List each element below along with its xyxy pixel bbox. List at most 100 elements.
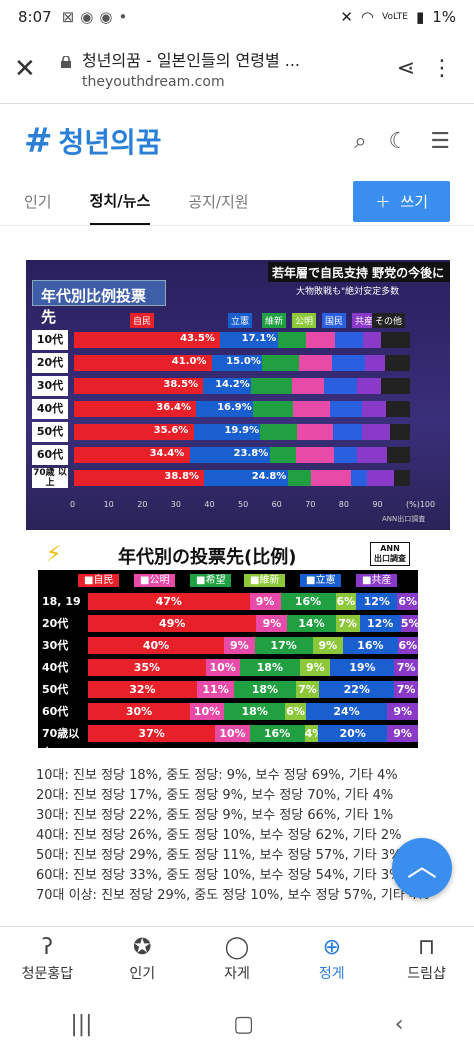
chart1-bar-other	[361, 401, 386, 417]
url-titles[interactable]: 청년의꿈 - 일본인들의 연령별 ... theyouthdream.com	[82, 47, 388, 90]
chart1-axis-tick: 90	[372, 500, 383, 509]
chart1-bar-ldp	[74, 424, 194, 440]
chart1-bar-ldp	[74, 401, 197, 417]
chart2-seg-共産: 9%	[387, 703, 418, 720]
chart2-row-label: 60代	[38, 702, 88, 721]
chart1-row-label: 60代	[32, 445, 68, 465]
summary-line: 20대: 진보 정당 17%, 중도 정당 9%, 보수 정당 70%, 기타 …	[36, 788, 394, 803]
bottom-nav-item[interactable]: ◯ 자게	[190, 927, 285, 996]
chart1-legend-5: 共産	[352, 313, 377, 328]
chart2-seg-共産: 5%	[400, 615, 418, 632]
chat-icon: ◯	[224, 935, 250, 960]
chart1-source: ANN出口調査	[382, 515, 426, 523]
chart1-value-ldp: 35.6%	[153, 425, 189, 436]
chart1-axis-tick: 10	[103, 500, 114, 509]
close-icon[interactable]: ✕	[14, 53, 36, 84]
chart2-seg-共産: 6%	[397, 637, 418, 654]
chart1-bar-other	[364, 355, 386, 371]
share-icon[interactable]: ⋖	[396, 56, 416, 81]
chart2-seg-自民: 37%	[88, 725, 216, 742]
chart1-bar-cdp	[189, 447, 270, 463]
chart1-axis-tick: 20	[137, 500, 148, 509]
search-icon[interactable]: ⌕	[354, 128, 367, 154]
chart1-bar-other	[296, 424, 334, 440]
chart1-row: 10代 43.5% 17.1%	[32, 330, 412, 350]
chart1-legend-6: その他	[372, 313, 406, 328]
summary-lines: 10대: 진보 정당 18%, 중도 정당: 9%, 보수 정당 69%, 기타…	[26, 766, 448, 906]
chrome-icon: ◉	[80, 8, 94, 26]
tab-politics-news[interactable]: 정치/뉴스	[89, 178, 151, 225]
logo-hash-icon: #	[24, 121, 53, 161]
bottom-nav-item[interactable]: ʔ 청문홍답	[0, 927, 95, 996]
chart1-bar-cdp	[204, 470, 288, 486]
chart2-row: 60代 30% 10% 18% 6% 24% 9%	[38, 702, 418, 721]
chart2-seg-希望: 18%	[234, 681, 296, 698]
chart2-title: 年代別の投票先(比例)	[38, 540, 418, 570]
chart1-bar-other	[253, 401, 294, 417]
summary-line: 30대: 진보 정당 22%, 중도 정당 9%, 보수 정당 66%, 기타 …	[36, 808, 394, 823]
chart1-axis-tick: (%)100	[406, 500, 436, 509]
chart1-bar-other	[363, 332, 382, 348]
chart1-bar-ldp	[74, 332, 221, 348]
chart1-bar-other	[387, 447, 410, 463]
tab-popular[interactable]: 인기	[24, 193, 52, 211]
more-options-icon[interactable]: ⋮	[431, 56, 453, 81]
chart2-seg-希望: 14%	[287, 615, 336, 632]
chart1-value-ldp: 41.0%	[171, 356, 207, 367]
chart1-bar-other	[311, 470, 351, 486]
chart1-row: 20代 41.0% 15.0%	[32, 353, 412, 373]
chart1-bar-other	[381, 332, 410, 348]
article-content: 若年層で自民支持 野党の今後に 大物敗戦も"絶対安定多数 年代別比例投票先 自民…	[0, 226, 474, 906]
wifi-icon: ◠	[360, 8, 374, 26]
summary-line: 70대 이상: 진보 정당 29%, 중도 정당 10%, 보수 정당 57%,…	[36, 888, 430, 903]
menu-hamburger-icon[interactable]: ☰	[430, 128, 450, 154]
chart1-value-ldp: 34.4%	[149, 448, 185, 459]
chart2-seg-自民: 32%	[88, 681, 197, 698]
chart2-seg-公明: 9%	[224, 637, 255, 654]
write-button[interactable]: ＋ 쓰기	[353, 181, 450, 222]
lightning-bolt-icon: ⚡	[46, 542, 62, 567]
chart1-value-cdp: 24.8%	[251, 471, 287, 482]
summary-line: 60대: 진보 정당 33%, 중도 정당 10%, 보수 정당 54%, 기타…	[36, 868, 402, 883]
lock-icon	[61, 56, 71, 68]
chart2-row-label: 70歳以上	[38, 724, 88, 759]
mute-icon: ✕	[340, 8, 353, 26]
chart1-legend-2: 維新	[262, 313, 287, 328]
chart1-bar-other	[357, 378, 382, 394]
chart1-bar-other	[394, 470, 410, 486]
bottom-nav-item[interactable]: ⊕ 정게	[284, 927, 379, 996]
chart1-row-label: 70歳 以上	[32, 468, 68, 488]
chart2-seg-公明: 10%	[190, 703, 225, 720]
dark-mode-moon-icon[interactable]: ☾	[388, 128, 409, 154]
chart2-seg-維新: 7%	[335, 615, 360, 632]
chart1-value-cdp: 19.9%	[224, 425, 260, 436]
chart1-legend-1: 立憲	[228, 313, 253, 328]
chart2-legend-1: ■公明	[134, 574, 176, 587]
chart1-value-cdp: 14.2%	[215, 379, 250, 390]
site-logo[interactable]: # 청년의꿈	[24, 121, 162, 161]
chart2-legend-0: ■自民	[78, 574, 120, 587]
bag-icon: ⊓	[418, 935, 436, 960]
chrome-icon-2: ◉	[99, 8, 113, 26]
chart1-row-label: 50代	[32, 422, 68, 442]
tab-notice-support[interactable]: 공지/지원	[188, 193, 249, 211]
bottom-nav-item[interactable]: ✪ 인기	[95, 927, 190, 996]
recent-apps-icon[interactable]: |||	[70, 1012, 93, 1037]
chart2-row: 18, 19歳47%9%16%6%12%6%	[38, 592, 418, 627]
chart1-axis-tick: 30	[170, 500, 181, 509]
chart2-seg-維新: 6%	[285, 703, 306, 720]
scroll-top-button[interactable]: ︿	[392, 838, 452, 898]
bottom-nav-item[interactable]: ⊓ 드림샵	[379, 927, 474, 996]
chart2-seg-立憲: 12%	[356, 593, 398, 610]
chart1-bar-other	[334, 447, 357, 463]
award-icon: ✪	[132, 935, 152, 960]
chart1-row-label: 20代	[32, 353, 68, 373]
back-icon[interactable]: ‹	[394, 1012, 404, 1037]
write-button-label: 쓰기	[400, 193, 428, 211]
chart1-bar-other	[293, 401, 330, 417]
chart1-bar-other	[361, 424, 390, 440]
chart2-seg-公明: 11%	[196, 681, 235, 698]
chart1-bar-other	[306, 332, 335, 348]
chart2-seg-希望: 16%	[280, 593, 336, 610]
home-icon[interactable]: ▢	[233, 1012, 255, 1037]
